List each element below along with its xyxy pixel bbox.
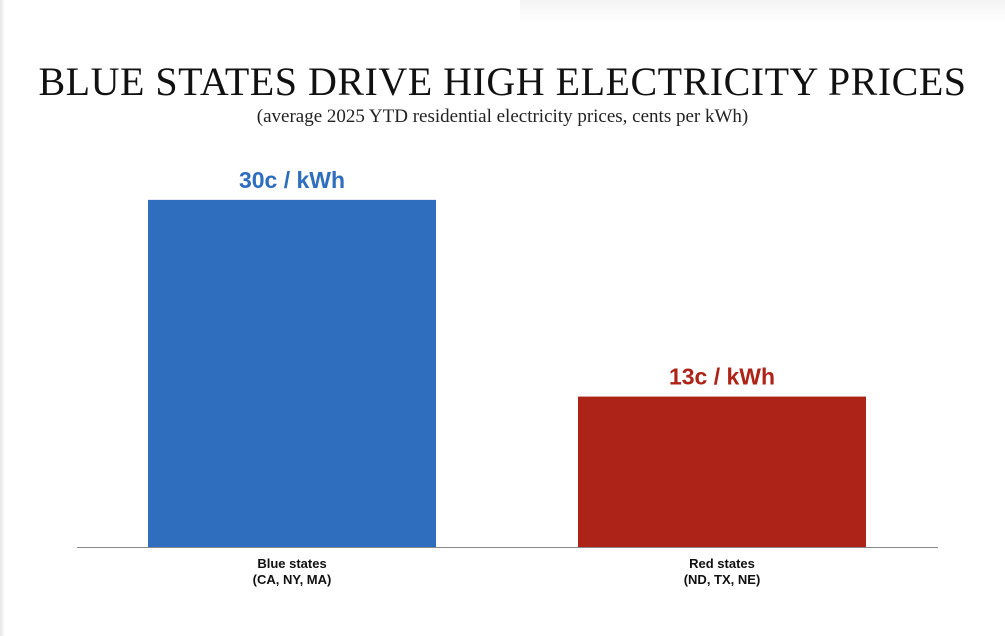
chart-subtitle: (average 2025 YTD residential electricit…	[256, 106, 749, 127]
page-top-shadow	[520, 0, 1005, 22]
bar-1-value-label: 30c / kWh	[239, 167, 345, 193]
bar-1-category-label-line-1: Blue states	[257, 556, 326, 571]
bar-2-value-label: 13c / kWh	[669, 364, 775, 390]
bar-1	[148, 199, 436, 547]
bar-2-category-label-line-1: Red states	[689, 556, 755, 571]
bar-2-category-label-line-2: (ND, TX, NE)	[684, 572, 761, 587]
bar-2	[578, 396, 866, 547]
page-edge-shadow	[0, 0, 5, 636]
chart-title: BLUE STATES DRIVE HIGH ELECTRICITY PRICE…	[38, 59, 967, 104]
bar-1-category-label-line-2: (CA, NY, MA)	[253, 572, 332, 587]
